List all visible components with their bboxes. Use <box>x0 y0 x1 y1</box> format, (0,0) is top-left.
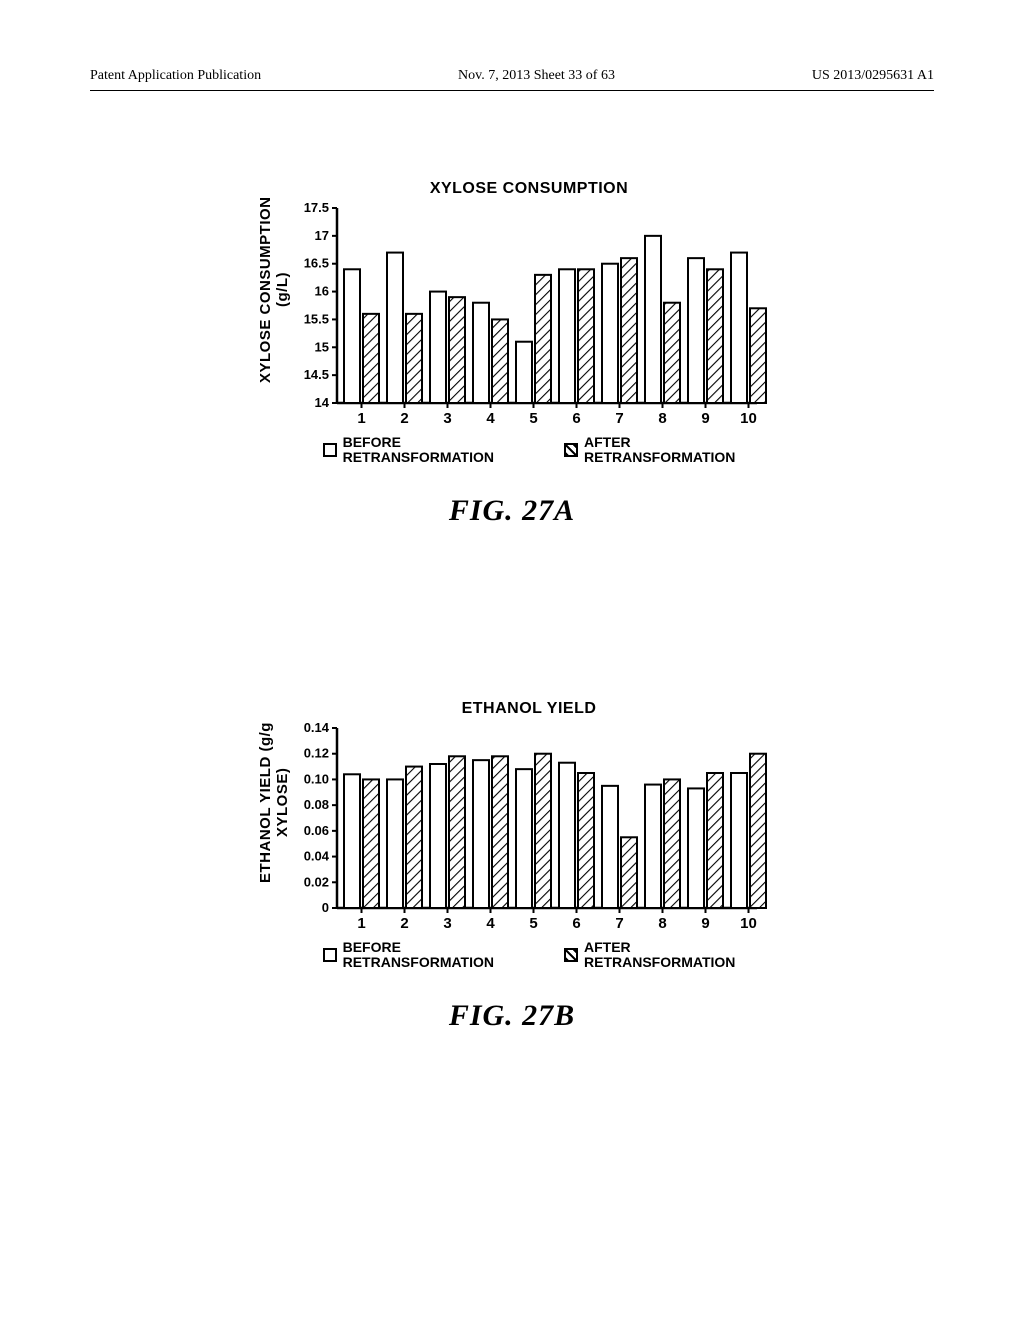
svg-text:6: 6 <box>572 410 580 427</box>
chart-b-legend: BEFORERETRANSFORMATION AFTERRETRANSFORMA… <box>291 940 767 969</box>
chart-a-legend: BEFORERETRANSFORMATION AFTERRETRANSFORMA… <box>291 435 767 464</box>
chart-a-title: XYLOSE CONSUMPTION <box>291 180 767 198</box>
legend-before-label: BEFORERETRANSFORMATION <box>343 940 494 969</box>
header-left: Patent Application Publication <box>90 68 261 84</box>
svg-text:17: 17 <box>315 228 329 243</box>
svg-text:0.08: 0.08 <box>304 797 329 812</box>
svg-text:6: 6 <box>572 915 580 932</box>
header-rule <box>90 90 934 91</box>
chart-b-plot: 0 0.02 0.04 0.06 0.08 0.10 0.12 0.14 1 2 3 4 5 6 7 8 9 10 <box>291 722 767 934</box>
figure-27b: ETHANOL YIELD (g/g XYLOSE) ETHANOL YIELD… <box>257 700 767 1033</box>
legend-after-swatch <box>564 443 578 457</box>
svg-text:14.5: 14.5 <box>304 367 329 382</box>
chart-a-ylabel: XYLOSE CONSUMPTION (g/L) <box>257 180 291 400</box>
legend-before: BEFORERETRANSFORMATION <box>323 435 494 464</box>
svg-text:3: 3 <box>443 915 451 932</box>
page-header: Patent Application Publication Nov. 7, 2… <box>0 68 1024 84</box>
svg-text:8: 8 <box>658 915 666 932</box>
legend-before-swatch <box>323 443 337 457</box>
svg-text:14: 14 <box>315 395 330 410</box>
chart-b-ylabel: ETHANOL YIELD (g/g XYLOSE) <box>257 700 291 905</box>
svg-text:1: 1 <box>357 410 365 427</box>
svg-text:5: 5 <box>529 410 537 427</box>
svg-text:0.06: 0.06 <box>304 823 329 838</box>
svg-text:10: 10 <box>740 410 757 427</box>
svg-text:2: 2 <box>400 915 408 932</box>
legend-after: AFTERRETRANSFORMATION <box>564 940 735 969</box>
legend-after-swatch <box>564 948 578 962</box>
svg-text:0: 0 <box>322 900 329 915</box>
svg-text:17.5: 17.5 <box>304 202 329 215</box>
figure-27a-caption: FIG. 27A <box>257 494 767 528</box>
svg-text:0.14: 0.14 <box>304 722 330 735</box>
legend-after-label: AFTERRETRANSFORMATION <box>584 940 735 969</box>
svg-text:7: 7 <box>615 410 623 427</box>
header-center: Nov. 7, 2013 Sheet 33 of 63 <box>458 68 615 84</box>
chart-a-plot: 14 14.5 15 15.5 16 16.5 17 17.5 1 2 3 4 5 6 7 8 9 10 <box>291 202 767 429</box>
legend-after-label: AFTERRETRANSFORMATION <box>584 435 735 464</box>
legend-before-label: BEFORERETRANSFORMATION <box>343 435 494 464</box>
header-right: US 2013/0295631 A1 <box>812 68 934 84</box>
svg-text:1: 1 <box>357 915 365 932</box>
svg-text:0.12: 0.12 <box>304 746 329 761</box>
legend-after: AFTERRETRANSFORMATION <box>564 435 735 464</box>
svg-text:0.02: 0.02 <box>304 874 329 889</box>
svg-text:7: 7 <box>615 915 623 932</box>
svg-text:9: 9 <box>701 915 709 932</box>
svg-text:16.5: 16.5 <box>304 256 329 271</box>
svg-text:16: 16 <box>315 284 329 299</box>
chart-b-title: ETHANOL YIELD <box>291 700 767 718</box>
legend-before-swatch <box>323 948 337 962</box>
svg-text:3: 3 <box>443 410 451 427</box>
figure-27a: XYLOSE CONSUMPTION (g/L) XYLOSE CONSUMPT… <box>257 180 767 528</box>
legend-before: BEFORERETRANSFORMATION <box>323 940 494 969</box>
svg-text:4: 4 <box>486 915 495 932</box>
svg-text:15: 15 <box>315 339 329 354</box>
svg-text:8: 8 <box>658 410 666 427</box>
svg-text:0.04: 0.04 <box>304 849 330 864</box>
svg-text:5: 5 <box>529 915 537 932</box>
svg-text:10: 10 <box>740 915 757 932</box>
svg-text:2: 2 <box>400 410 408 427</box>
svg-text:4: 4 <box>486 410 495 427</box>
svg-text:0.10: 0.10 <box>304 771 329 786</box>
svg-text:15.5: 15.5 <box>304 311 329 326</box>
svg-text:9: 9 <box>701 410 709 427</box>
figure-27b-caption: FIG. 27B <box>257 999 767 1033</box>
